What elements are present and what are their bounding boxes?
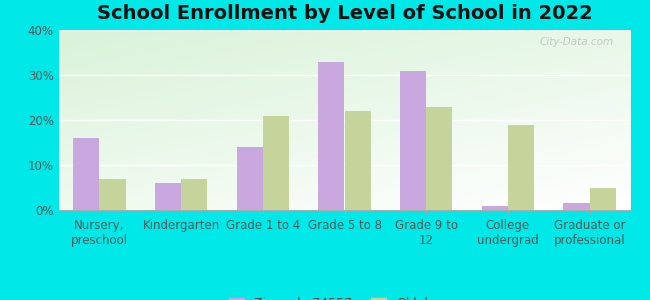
Text: City-Data.com: City-Data.com (540, 37, 614, 47)
Bar (237, 147, 263, 210)
Title: School Enrollment by Level of School in 2022: School Enrollment by Level of School in … (97, 4, 592, 23)
Bar (263, 116, 289, 210)
Bar (155, 183, 181, 210)
Bar (344, 111, 370, 210)
Bar (564, 203, 590, 210)
Bar (99, 178, 125, 210)
Bar (508, 124, 534, 210)
Bar (482, 206, 508, 210)
Bar (318, 61, 344, 210)
Bar (181, 178, 207, 210)
Bar (73, 138, 99, 210)
Bar (400, 70, 426, 210)
Bar (590, 188, 616, 210)
Bar (426, 106, 452, 210)
Legend: Zip code 74557, Oklahoma: Zip code 74557, Oklahoma (224, 292, 465, 300)
